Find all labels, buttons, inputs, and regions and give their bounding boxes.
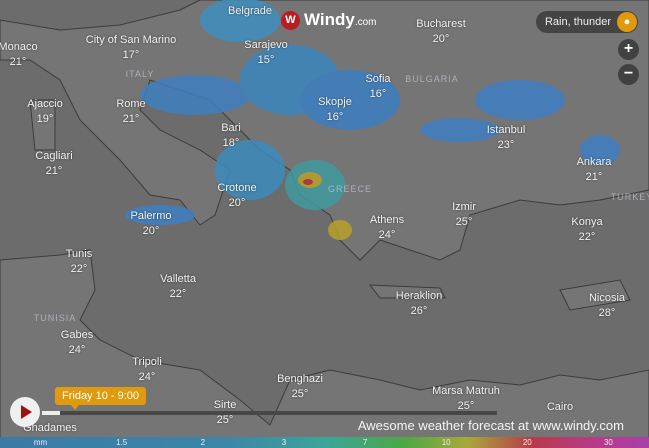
precipitation	[125, 0, 620, 240]
legend-unit: mm	[33, 438, 48, 447]
country-label: ITALY	[125, 69, 155, 79]
logo-suffix: .com	[354, 17, 377, 28]
legend-value: 7	[362, 438, 368, 447]
city-label: Rome 21°	[116, 98, 146, 125]
time-label: Friday 10 - 9:00	[55, 387, 147, 410]
city-label: Valletta 22°	[160, 273, 196, 300]
timeline-progress	[42, 411, 61, 415]
city-label: Konya 22°	[571, 216, 603, 243]
city-label: Ankara 21°	[576, 156, 612, 183]
windy-logo[interactable]: W Windy.com	[281, 10, 377, 30]
legend-value: 3	[281, 438, 287, 447]
city-label: Gabes 24°	[60, 329, 94, 356]
zoom-out-button[interactable]: −	[618, 64, 639, 85]
country-label: TURKEY	[610, 192, 649, 202]
city-label: Tripoli 24°	[132, 356, 162, 383]
logo-name: Windy	[304, 10, 355, 29]
city-label: Sirte 25°	[213, 399, 237, 426]
country-label: GREECE	[327, 184, 373, 194]
city-label: Istanbul 23°	[486, 124, 526, 151]
city-label: Sofia 16°	[365, 73, 391, 100]
city-label: Ghadames	[23, 422, 77, 434]
city-label: Marsa Matruh 25°	[432, 385, 500, 412]
overlay-label: Rain, thunder	[544, 16, 611, 28]
city-label: Izmir 25°	[452, 201, 476, 228]
country-label: TUNISIA	[33, 313, 77, 323]
city-label: Skopje 16°	[318, 96, 352, 123]
windy-logo-icon: W	[281, 10, 300, 30]
legend-value: 20	[522, 438, 532, 447]
city-label: Bucharest 20°	[416, 18, 466, 45]
city-label: Benghazi 25°	[277, 373, 323, 400]
city-label: Athens 24°	[369, 214, 405, 241]
city-label: Bari 18°	[221, 122, 241, 149]
precipitation-legend: mm 1.5 2 3 7 10 20 30	[0, 437, 649, 448]
zoom-in-button[interactable]: +	[618, 39, 639, 60]
overlay-selector-button[interactable]: Rain, thunder ●	[535, 11, 638, 33]
city-label: Heraklion 26°	[395, 290, 443, 317]
city-label: Cairo	[546, 401, 574, 413]
legend-value: 30	[603, 438, 613, 447]
city-label: Sarajevo 15°	[244, 39, 288, 66]
city-label: Nicosia 28°	[588, 292, 626, 319]
city-label: Belgrade	[227, 5, 273, 17]
country-label: BULGARIA	[405, 74, 459, 84]
timeline-slider[interactable]	[42, 411, 497, 415]
city-label: Tunis 22°	[65, 248, 93, 275]
legend-value: 10	[441, 438, 451, 447]
legend-value: 2	[200, 438, 206, 447]
play-button[interactable]	[10, 397, 40, 427]
drop-icon: ●	[617, 12, 637, 32]
city-label: City of San Marino 17°	[85, 34, 177, 61]
legend-value: 1.5	[116, 438, 128, 447]
city-label: Cagliari 21°	[35, 150, 73, 177]
city-label: Ajaccio 19°	[27, 98, 63, 125]
city-label: Crotone 20°	[217, 182, 257, 209]
city-label: Monaco 21°	[0, 41, 38, 68]
footer-link[interactable]: Awesome weather forecast at www.windy.co…	[357, 418, 624, 433]
city-label: Palermo 20°	[130, 210, 172, 237]
